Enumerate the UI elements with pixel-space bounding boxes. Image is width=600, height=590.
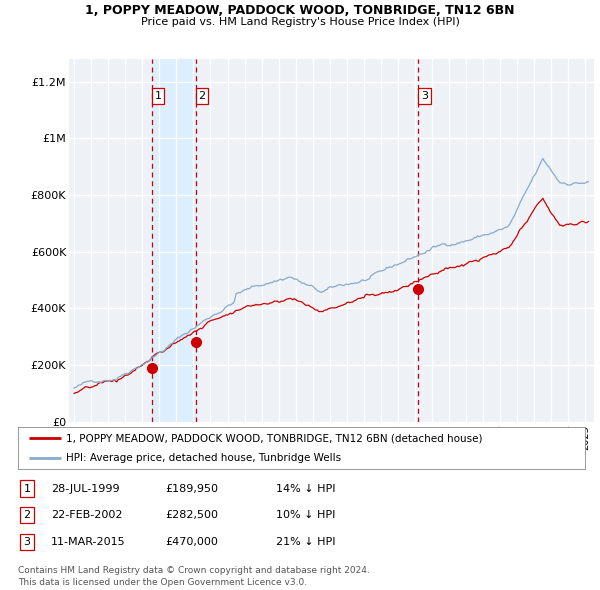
Text: 2: 2 [199, 91, 205, 101]
Text: 3: 3 [421, 91, 428, 101]
Text: 28-JUL-1999: 28-JUL-1999 [51, 484, 119, 493]
Bar [152, 59, 196, 422]
Text: 1: 1 [23, 484, 31, 493]
Text: 3: 3 [23, 537, 31, 546]
Text: 21% ↓ HPI: 21% ↓ HPI [276, 537, 335, 546]
Text: 10% ↓ HPI: 10% ↓ HPI [276, 510, 335, 520]
Text: 1: 1 [155, 91, 161, 101]
Text: HPI: Average price, detached house, Tunbridge Wells: HPI: Average price, detached house, Tunb… [66, 453, 341, 463]
Text: Contains HM Land Registry data © Crown copyright and database right 2024.
This d: Contains HM Land Registry data © Crown c… [18, 566, 370, 587]
Text: 22-FEB-2002: 22-FEB-2002 [51, 510, 122, 520]
Text: 2: 2 [23, 510, 31, 520]
Text: £470,000: £470,000 [165, 537, 218, 546]
Text: 11-MAR-2015: 11-MAR-2015 [51, 537, 125, 546]
Text: Price paid vs. HM Land Registry's House Price Index (HPI): Price paid vs. HM Land Registry's House … [140, 17, 460, 27]
Text: 1, POPPY MEADOW, PADDOCK WOOD, TONBRIDGE, TN12 6BN: 1, POPPY MEADOW, PADDOCK WOOD, TONBRIDGE… [85, 4, 515, 17]
Text: 1, POPPY MEADOW, PADDOCK WOOD, TONBRIDGE, TN12 6BN (detached house): 1, POPPY MEADOW, PADDOCK WOOD, TONBRIDGE… [66, 433, 482, 443]
Text: £189,950: £189,950 [165, 484, 218, 493]
Text: 14% ↓ HPI: 14% ↓ HPI [276, 484, 335, 493]
Text: £282,500: £282,500 [165, 510, 218, 520]
